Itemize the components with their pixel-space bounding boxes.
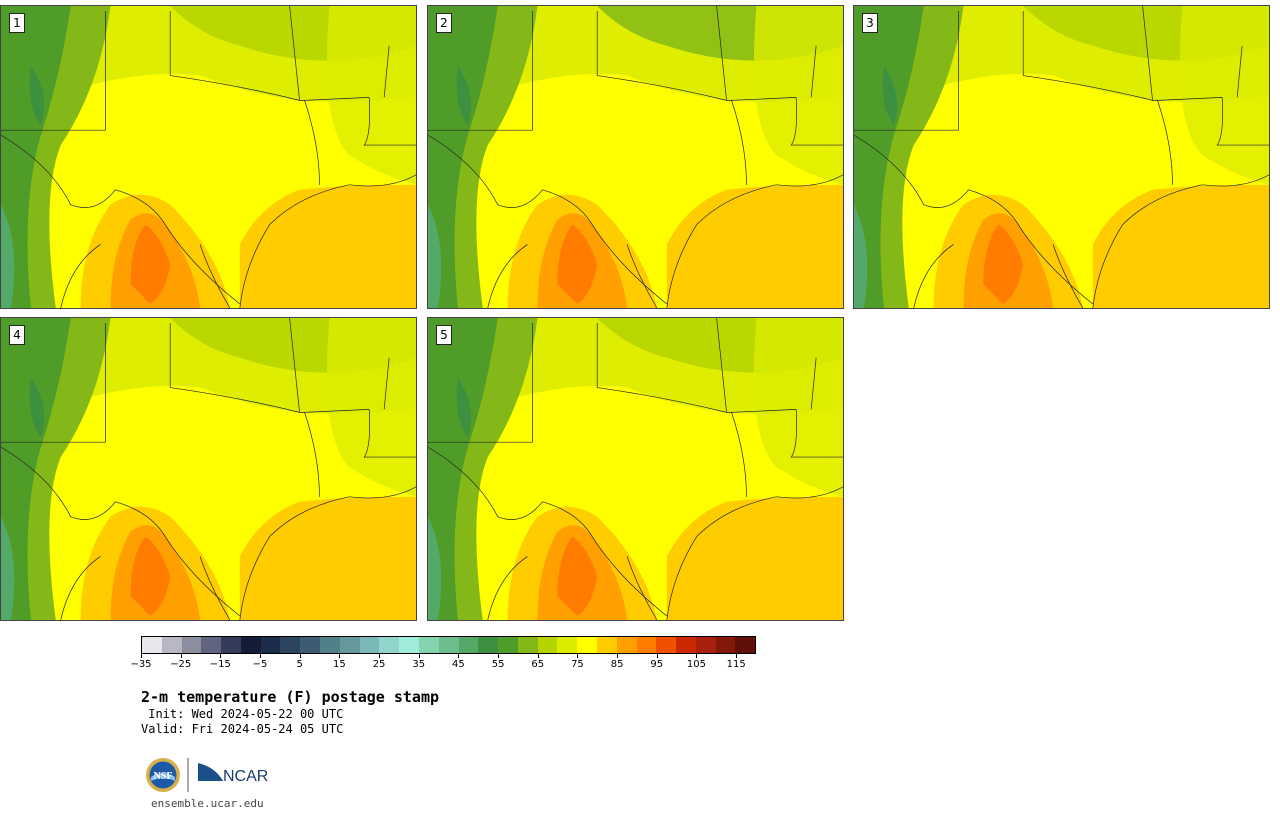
nsf-text: NSF	[154, 771, 173, 782]
colorbar-segment	[181, 637, 202, 653]
colorbar-tick-label: −25	[170, 659, 192, 670]
panel-number: 2	[436, 13, 452, 33]
panel-1: 1	[0, 5, 417, 309]
colorbar-tick	[220, 654, 222, 658]
colorbar-tick	[141, 654, 142, 658]
colorbar-segment	[596, 637, 617, 653]
colorbar-segment	[300, 637, 321, 653]
panel-number: 4	[9, 325, 25, 345]
colorbar-tick-label: 55	[491, 659, 505, 670]
colorbar	[141, 636, 756, 654]
temperature-map	[428, 6, 843, 308]
colorbar-segment	[339, 637, 360, 653]
colorbar-segment	[735, 637, 756, 653]
colorbar-segment	[260, 637, 281, 653]
colorbar-segment	[715, 637, 736, 653]
colorbar-segment	[201, 637, 222, 653]
temperature-map	[1, 318, 416, 620]
panel-3: 3	[853, 5, 1270, 309]
colorbar-tick-label: 85	[610, 659, 624, 670]
colorbar-tick	[299, 654, 301, 658]
colorbar-tick-label: 115	[726, 659, 746, 670]
colorbar-tick	[498, 654, 500, 658]
colorbar-ticks: −35 −25 −15 −5 5 15 25 35 45 55 65 75 85 95 105 115	[130, 654, 756, 678]
colorbar-tick-label: 45	[452, 659, 465, 670]
colorbar-tick	[180, 654, 182, 658]
colorbar-segment	[636, 637, 657, 653]
panel-number: 3	[862, 13, 878, 33]
colorbar-segment	[537, 637, 558, 653]
colorbar-tick-label: 35	[412, 659, 426, 670]
colorbar-tick	[696, 654, 698, 658]
colorbar-tick-label: −5	[252, 659, 268, 670]
chart-title: 2-m temperature (F) postage stamp	[141, 688, 440, 706]
colorbar-segment	[280, 637, 301, 653]
colorbar-tick-label: 95	[650, 659, 664, 670]
valid-time: Valid: Fri 2024-05-24 05 UTC	[141, 722, 344, 736]
colorbar-segment	[438, 637, 459, 653]
colorbar-tick-label: 105	[686, 659, 707, 670]
colorbar-tick-label: 5	[296, 659, 303, 670]
colorbar-segment	[557, 637, 578, 653]
colorbar-tick	[617, 654, 619, 658]
colorbar-segment	[221, 637, 241, 653]
panel-5: 5	[427, 317, 844, 621]
colorbar-tick	[260, 654, 262, 658]
init-time: Init: Wed 2024-05-22 00 UTC	[141, 707, 344, 721]
colorbar-tick-label: 15	[333, 659, 346, 670]
colorbar-segment	[418, 637, 439, 653]
colorbar-segment	[478, 637, 499, 653]
colorbar-tick	[379, 654, 381, 658]
colorbar-tick	[736, 654, 738, 658]
temperature-map	[854, 6, 1269, 308]
colorbar-segment	[161, 637, 182, 653]
logos: NSF NCAR	[145, 757, 275, 793]
colorbar-tick-label: 65	[531, 659, 545, 670]
colorbar-segment	[379, 637, 400, 653]
colorbar-segment	[399, 637, 419, 653]
colorbar-tick	[339, 654, 341, 658]
colorbar-segment	[320, 637, 340, 653]
colorbar-segment	[616, 637, 637, 653]
colorbar-segment	[517, 637, 538, 653]
ncar-text: NCAR	[223, 768, 268, 785]
colorbar-segment	[458, 637, 479, 653]
colorbar-segment	[498, 637, 518, 653]
colorbar-segment	[359, 637, 380, 653]
colorbar-segment	[656, 637, 677, 653]
colorbar-segment	[695, 637, 716, 653]
colorbar-tick-label: 75	[571, 659, 584, 670]
panel-2: 2	[427, 5, 844, 309]
colorbar-segment	[240, 637, 261, 653]
ncar-logo-icon: NCAR	[198, 762, 268, 785]
panel-number: 1	[9, 13, 25, 33]
nsf-seal-icon: NSF	[146, 758, 180, 792]
colorbar-segment	[142, 637, 162, 653]
colorbar-tick-label: −35	[130, 659, 152, 670]
temperature-map	[428, 318, 843, 620]
colorbar-tick	[577, 654, 579, 658]
colorbar-tick	[656, 654, 658, 658]
colorbar-tick-label: 25	[372, 659, 386, 670]
temperature-map	[1, 6, 416, 308]
website-link[interactable]: ensemble.ucar.edu	[151, 797, 264, 810]
colorbar-tick	[537, 654, 539, 658]
colorbar-tick	[458, 654, 460, 658]
panel-number: 5	[436, 325, 452, 345]
colorbar-tick-label: −15	[209, 659, 231, 670]
colorbar-segment	[676, 637, 696, 653]
colorbar-segment	[577, 637, 597, 653]
panel-4: 4	[0, 317, 417, 621]
colorbar-tick	[418, 654, 420, 658]
